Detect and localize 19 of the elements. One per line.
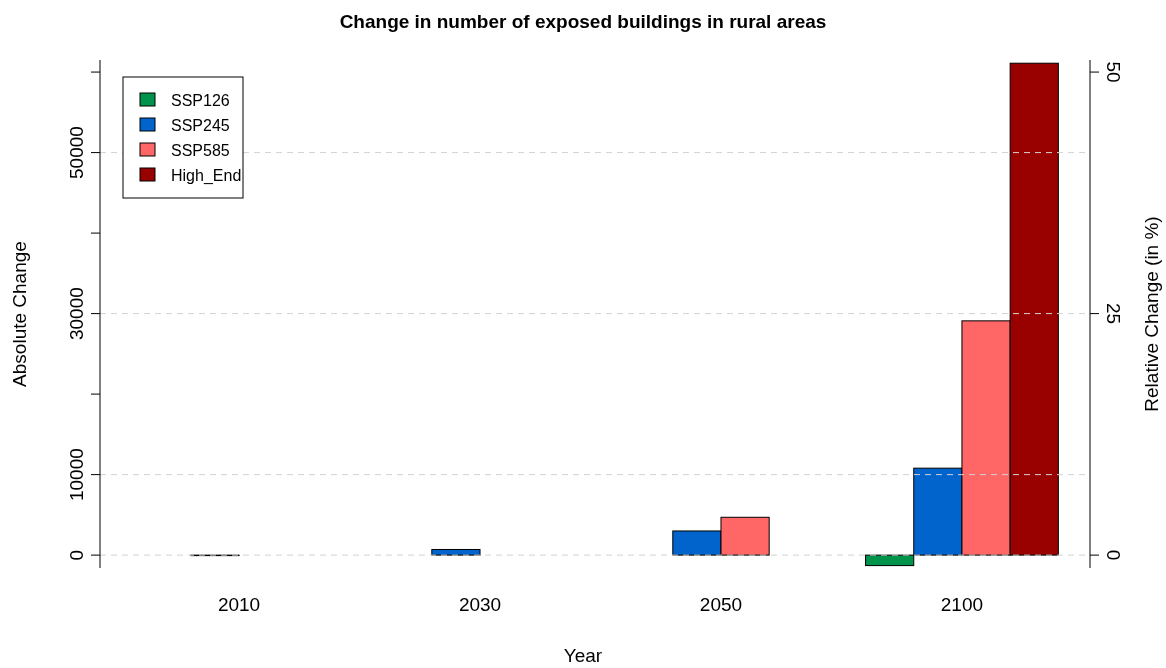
y-tick-label: 50000 [66,126,87,180]
legend-label: SSP245 [171,117,230,134]
x-tick-label: 2100 [940,594,984,615]
y2-tick-label: 25 [1103,303,1124,325]
legend-label: SSP126 [171,92,230,109]
y2-tick-label: 0 [1103,549,1124,561]
legend-label: High_End [171,167,242,185]
y-tick-label: 0 [66,549,87,561]
x-tick-label: 2010 [217,594,261,615]
y-tick-label: 10000 [66,448,87,502]
chart-title: Change in number of exposed buildings in rural areas [339,11,827,32]
y2-tick-label: 50 [1103,61,1124,83]
x-tick-label: 2050 [699,594,743,615]
x-axis-title: Year [563,645,603,666]
y2-axis-title: Relative Change (in %) [1141,216,1162,412]
x-tick-label: 2030 [458,594,502,615]
y-axis-title: Absolute Change [9,241,30,387]
legend-label: SSP585 [171,142,230,159]
y-tick-label: 30000 [66,287,87,341]
